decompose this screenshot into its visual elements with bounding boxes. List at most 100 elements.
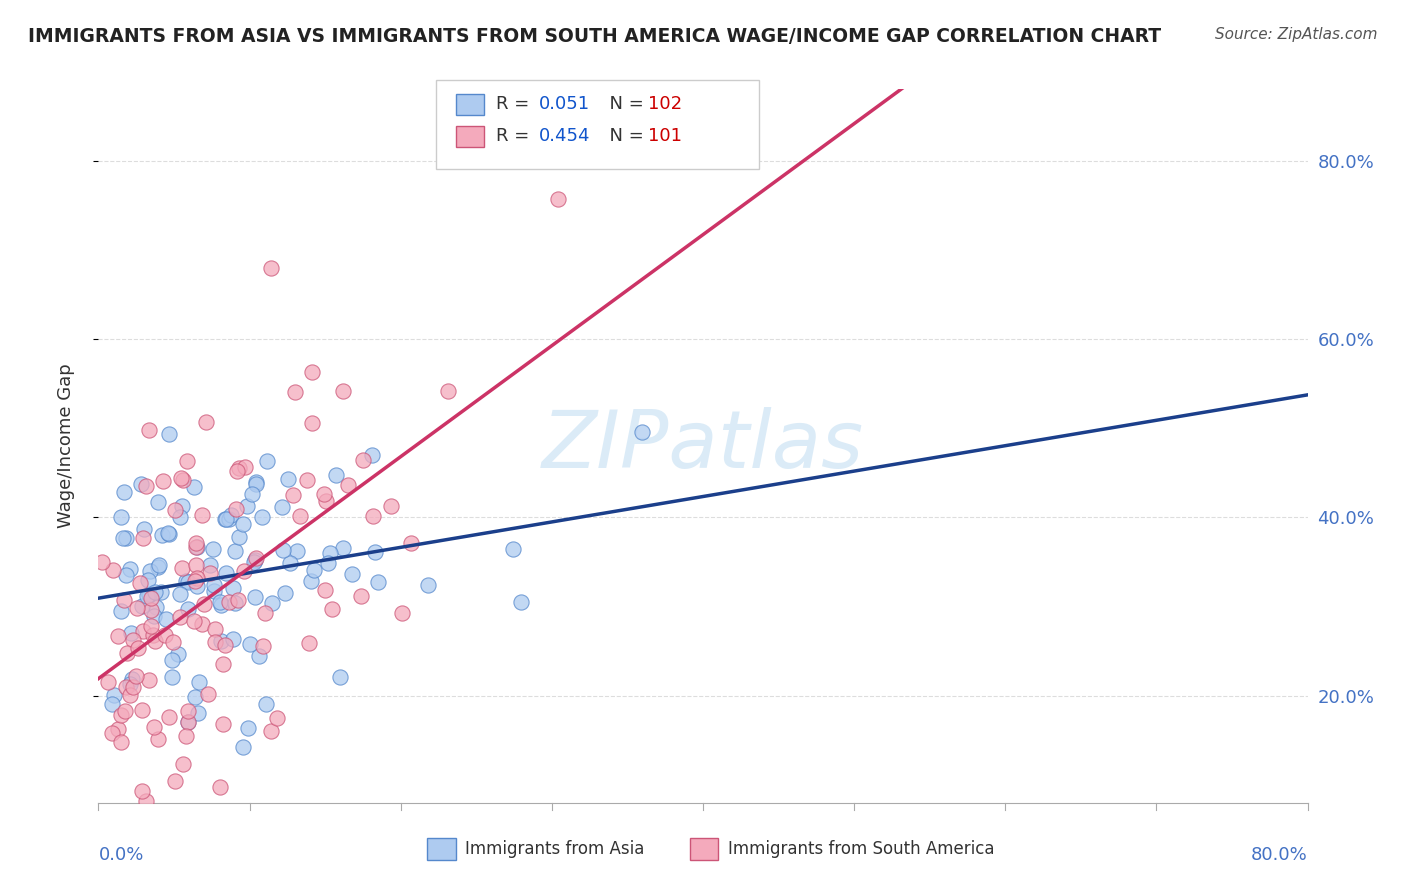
Point [260,596,283,610]
Point [176,453,198,467]
Point [349,589,371,603]
Point [138,423,160,437]
Point [315,494,337,508]
Point [329,670,352,684]
Point [247,649,270,664]
Point [240,487,263,501]
Point [176,575,198,590]
Point [193,598,215,612]
Point [298,636,321,650]
Point [163,774,186,789]
Point [332,384,354,398]
Point [160,653,183,667]
Point [224,544,246,558]
Text: 0.454: 0.454 [538,128,591,145]
Point [224,596,246,610]
Point [121,673,143,687]
Point [245,475,267,489]
Point [139,619,162,633]
Point [186,540,208,554]
Point [146,732,169,747]
Point [194,415,217,429]
Point [163,503,186,517]
Point [122,680,145,694]
Point [114,567,136,582]
Y-axis label: Wage/Income Gap: Wage/Income Gap [56,364,75,528]
Point [399,536,422,550]
Point [177,601,200,615]
Point [274,585,297,599]
Point [260,261,283,276]
Point [236,722,259,736]
Text: 0.051: 0.051 [538,95,589,113]
Point [321,602,343,616]
Point [186,571,208,585]
Text: R =: R = [496,128,536,145]
Point [183,615,205,629]
Point [260,723,283,738]
Point [209,599,232,613]
Point [110,604,132,618]
Point [256,454,278,468]
Point [184,690,207,704]
Point [184,536,207,550]
Point [131,703,153,717]
Point [228,530,250,544]
Text: ZIPatlas: ZIPatlas [541,407,865,485]
Text: Immigrants from Asia: Immigrants from Asia [465,840,645,858]
Point [218,512,240,526]
Point [245,551,267,566]
Point [150,528,173,542]
Point [252,510,274,524]
Point [90,555,112,569]
Point [202,583,225,598]
Point [190,616,212,631]
Point [101,563,124,577]
Point [252,639,274,653]
Point [172,499,194,513]
Point [138,573,160,587]
Point [271,500,294,515]
Point [157,427,180,442]
Point [215,566,238,580]
Point [142,628,165,642]
Point [115,646,138,660]
Point [239,637,262,651]
Point [212,717,235,731]
Point [221,632,243,647]
Point [218,595,240,609]
Point [299,574,322,589]
Point [146,559,169,574]
Point [187,674,209,689]
Point [167,647,190,661]
Point [314,582,336,597]
Point [97,675,120,690]
Point [233,564,256,578]
Point [172,473,194,487]
Text: 0.0%: 0.0% [98,846,143,863]
Point [186,579,208,593]
Point [391,606,413,620]
Point [174,729,197,743]
Point [285,544,308,558]
Point [143,720,166,734]
Point [131,599,153,614]
Point [103,689,125,703]
Point [232,517,254,532]
Point [214,638,236,652]
Point [110,735,132,749]
Point [278,556,301,570]
Point [228,461,250,475]
Point [120,677,142,691]
Point [107,629,129,643]
Point [118,562,141,576]
Point [110,510,132,524]
Point [177,714,200,729]
Point [226,464,249,478]
Point [115,680,138,694]
Point [380,499,402,513]
Point [236,500,259,514]
Point [157,527,180,541]
Point [547,192,569,206]
Point [200,566,222,581]
